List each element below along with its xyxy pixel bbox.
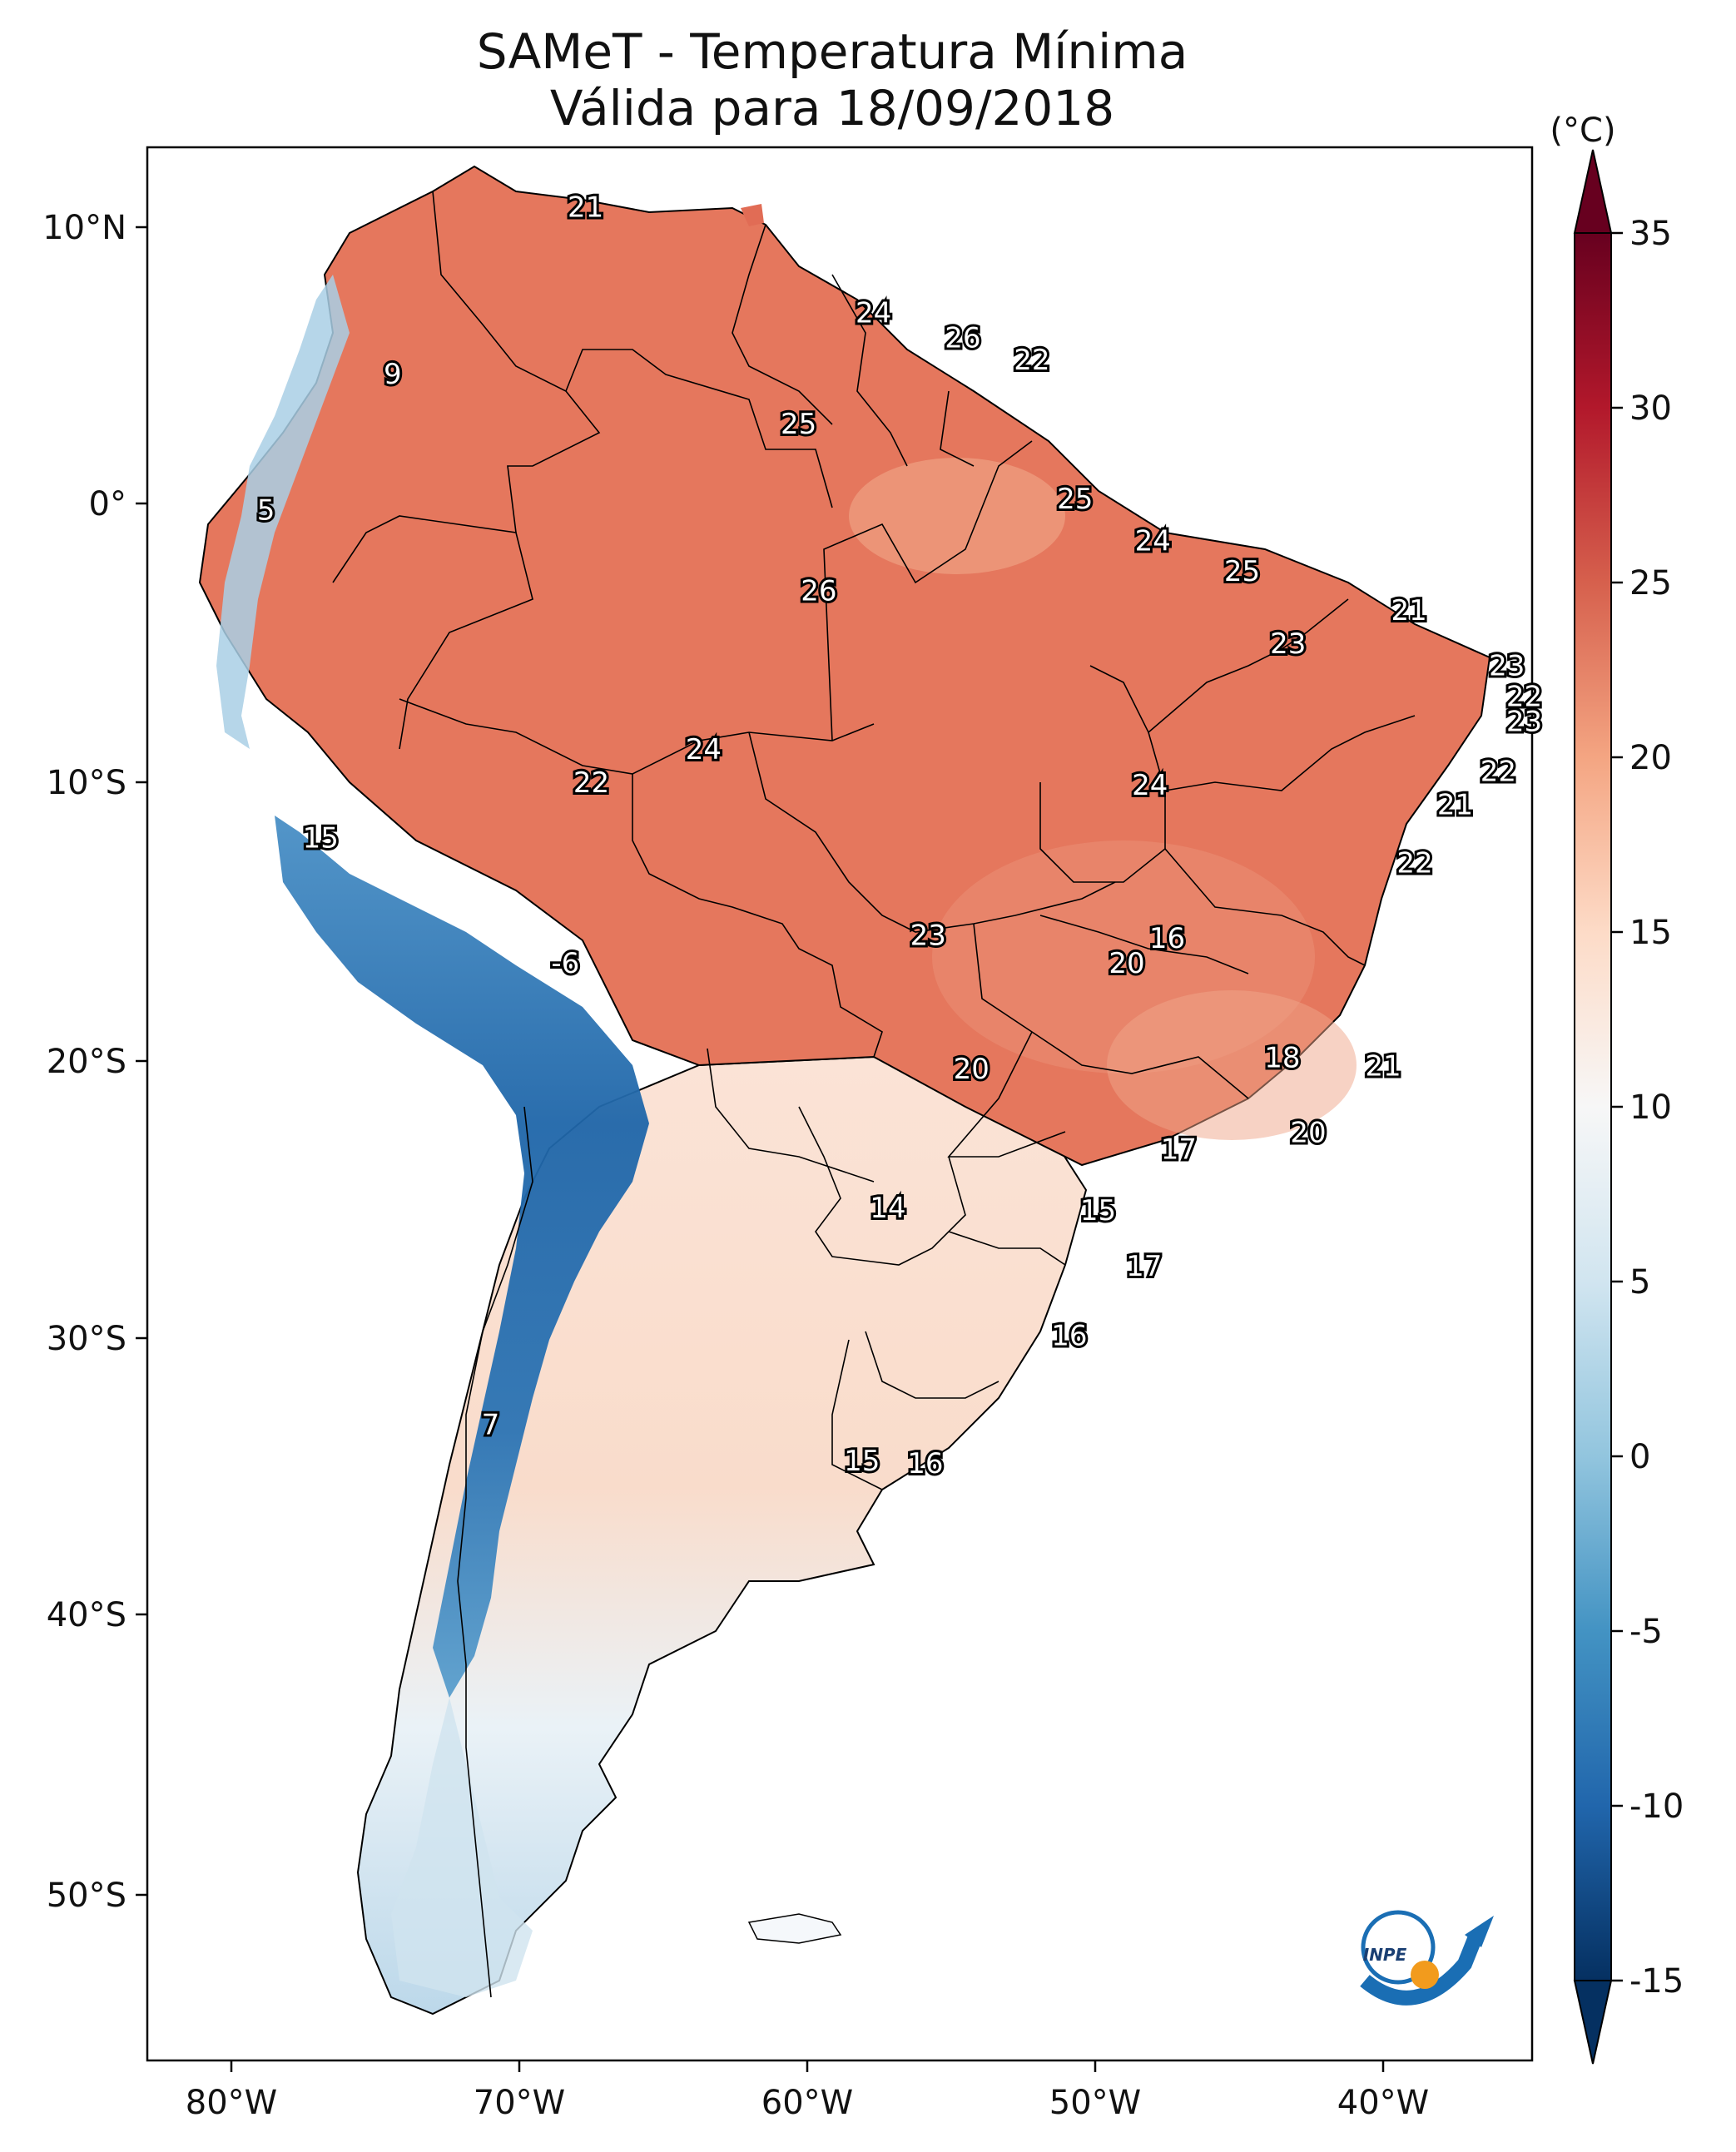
- lat-label: 50°S: [47, 1877, 126, 1915]
- temperature-value-label: 24: [1132, 769, 1168, 802]
- temperature-value-label: 24: [686, 733, 722, 766]
- temperature-value-label: 17: [1161, 1133, 1197, 1167]
- colorbar-tick-label: 25: [1629, 564, 1672, 602]
- temperature-value-label: 16: [1051, 1320, 1087, 1353]
- colorbar-gradient: [1574, 232, 1612, 1981]
- temperature-value-label: 22: [1014, 344, 1049, 377]
- temperature-value-label: 16: [1149, 922, 1185, 955]
- temperature-value-label: 25: [1057, 483, 1093, 516]
- temperature-value-label: 21: [1365, 1050, 1401, 1083]
- colorbar-tick-label: 10: [1629, 1088, 1672, 1127]
- country-borders: [332, 191, 1416, 1998]
- lon-label: 60°W: [761, 2084, 853, 2122]
- map-area: [147, 147, 1532, 2060]
- temperature-value-label: 20: [1109, 947, 1144, 980]
- lat-label: 10°N: [42, 209, 126, 247]
- temperature-value-label: 26: [801, 574, 836, 607]
- colorbar-tick-label: 15: [1629, 914, 1672, 952]
- colorbar: (°C) 35 30 25 20 15 10 5 0 -5 -10 -15: [1550, 112, 1684, 2065]
- lat-label: 30°S: [47, 1320, 126, 1358]
- temperature-value-label: 21: [568, 191, 603, 224]
- temperature-value-label: 5: [257, 494, 275, 528]
- latitude-labels: 10°N 0° 10°S 20°S 30°S 40°S 50°S: [42, 209, 126, 1915]
- colorbar-tick-label: -5: [1629, 1613, 1663, 1651]
- lat-label: 10°S: [47, 764, 126, 802]
- temperature-value-label: 25: [781, 408, 816, 441]
- temperature-value-label: 17: [1126, 1250, 1162, 1283]
- temperature-value-label: 22: [573, 766, 609, 800]
- colorbar-bottom-extension: [1573, 1980, 1613, 2065]
- temperature-value-label: 18: [1264, 1042, 1300, 1075]
- temperature-value-label: 9: [384, 358, 402, 391]
- longitude-labels: 80°W 70°W 60°W 50°W 40°W: [186, 2084, 1429, 2122]
- temperature-value-label: 25: [1224, 555, 1260, 588]
- temperature-value-label: 21: [1437, 789, 1473, 822]
- map-title-line2: Válida para 18/09/2018: [550, 80, 1114, 136]
- colorbar-tick-label: -15: [1629, 1962, 1684, 2001]
- lat-label: 20°S: [47, 1043, 126, 1081]
- inpe-logo: INPE: [1360, 1910, 1494, 2006]
- temperature-value-label: 22: [1396, 847, 1432, 880]
- colorbar-top-extension: [1573, 149, 1613, 234]
- temperature-value-label: 21: [1391, 594, 1427, 627]
- temperature-value-label: 23: [1270, 627, 1306, 661]
- temperature-value-label: 20: [1290, 1117, 1326, 1150]
- temperature-value-label: -6: [551, 947, 579, 980]
- andes-cold-ridge: [275, 816, 649, 1698]
- colorbar-tick-label: -10: [1629, 1788, 1684, 1826]
- temperature-value-label: 15: [844, 1445, 880, 1478]
- temperature-value-label: 16: [907, 1447, 943, 1480]
- lat-label: 0°: [89, 485, 126, 523]
- temperature-value-label: 15: [303, 822, 339, 855]
- temperature-value-label: 20: [954, 1053, 990, 1086]
- temperature-value-label: 24: [1135, 524, 1171, 558]
- temperature-value-label: 15: [1080, 1194, 1116, 1227]
- inpe-logo-text: INPE: [1363, 1945, 1407, 1965]
- temperature-value-label: 23: [910, 920, 946, 953]
- colorbar-tick-label: 20: [1629, 739, 1672, 777]
- colorbar-unit-label: (°C): [1550, 112, 1615, 150]
- temperature-value-label: 26: [945, 321, 980, 355]
- temperature-value-label: 23: [1489, 650, 1525, 683]
- amazon-light-patch: [849, 458, 1065, 574]
- temperature-value-label: 7: [482, 1408, 500, 1441]
- map-frame: [146, 146, 1534, 2062]
- temperature-value-label: 23: [1506, 705, 1542, 738]
- temperature-value-label: 22: [1481, 755, 1516, 788]
- axis-ticks: [136, 226, 1385, 2072]
- falkland-islands: [747, 1913, 842, 1944]
- lon-label: 70°W: [474, 2084, 565, 2122]
- temperature-value-label: 14: [870, 1192, 905, 1225]
- lon-label: 40°W: [1337, 2084, 1429, 2122]
- lon-label: 50°W: [1049, 2084, 1141, 2122]
- colorbar-tick-label: 0: [1629, 1438, 1650, 1476]
- temperature-value-label: 24: [856, 296, 891, 330]
- colorbar-ticks: 35 30 25 20 15 10 5 0 -5 -10 -15: [1611, 215, 1684, 2001]
- colorbar-tick-label: 30: [1629, 389, 1672, 428]
- colorbar-tick-label: 5: [1629, 1263, 1650, 1302]
- temperature-value-label: 22: [1506, 680, 1542, 713]
- colorbar-tick-label: 35: [1629, 215, 1672, 253]
- caribbean-islands: [741, 204, 764, 226]
- lon-label: 80°W: [186, 2084, 277, 2122]
- map-title-line1: SAMeT - Temperatura Mínima: [477, 23, 1188, 80]
- lat-label: 40°S: [47, 1596, 126, 1634]
